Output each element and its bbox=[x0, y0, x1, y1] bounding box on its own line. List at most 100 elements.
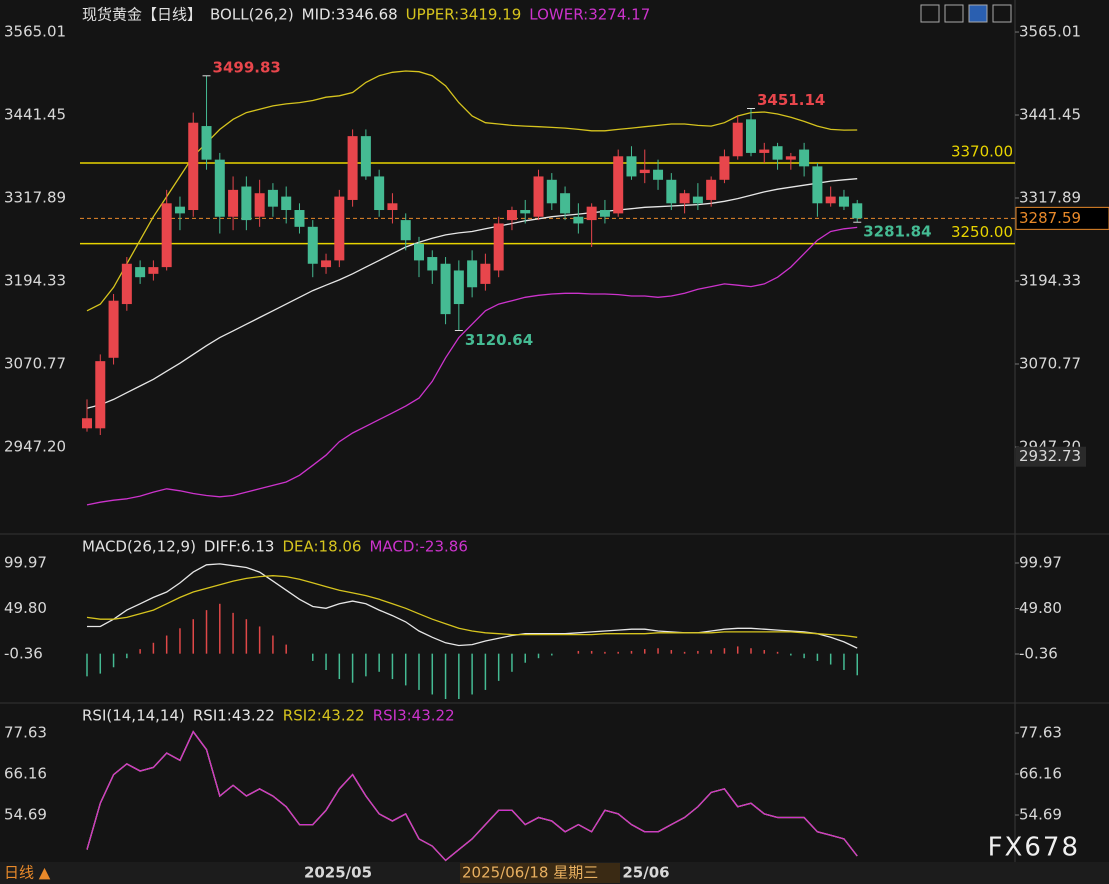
candle-body bbox=[374, 176, 385, 211]
candle-body bbox=[679, 193, 690, 204]
icon[interactable] bbox=[992, 4, 1012, 23]
series-line bbox=[86, 575, 858, 638]
legend-entry: LOWER:3274.17 bbox=[529, 6, 650, 24]
candle-body bbox=[95, 361, 106, 429]
candle-body bbox=[732, 122, 743, 157]
last-price-label: 3287.59 bbox=[1019, 209, 1081, 227]
legend-entry: RSI(14,14,14) bbox=[82, 707, 185, 725]
candle-body bbox=[626, 156, 637, 177]
candle-body bbox=[188, 122, 199, 211]
candle-body bbox=[838, 196, 849, 207]
candle-body bbox=[228, 189, 239, 217]
y-tick-label: 3441.45 bbox=[4, 106, 66, 124]
candle-body bbox=[254, 193, 265, 217]
y-tick-label: 66.16 bbox=[1019, 765, 1062, 783]
legend-entry: DEA:18.06 bbox=[282, 538, 361, 556]
series-line bbox=[86, 226, 858, 506]
candle-body bbox=[772, 146, 783, 160]
icon[interactable] bbox=[944, 4, 964, 23]
y-tick-label: 3194.33 bbox=[1019, 271, 1081, 289]
candle-body bbox=[82, 418, 92, 429]
icon[interactable] bbox=[920, 4, 940, 23]
candle-body bbox=[599, 210, 610, 217]
y-tick-label: 3565.01 bbox=[4, 23, 66, 41]
candle-body bbox=[387, 203, 398, 211]
candle-body bbox=[586, 206, 597, 221]
legend-entry: RSI1:43.22 bbox=[193, 707, 275, 725]
y-tick-label: 3317.89 bbox=[1019, 189, 1081, 207]
candle-body bbox=[719, 156, 730, 180]
candle-body bbox=[613, 156, 624, 214]
candle-body bbox=[825, 196, 836, 204]
candle-body bbox=[852, 203, 863, 219]
candle-body bbox=[414, 243, 424, 261]
candle-body bbox=[493, 223, 504, 271]
x-tick-label: 2025/05 bbox=[304, 864, 372, 882]
candle-body bbox=[214, 159, 225, 217]
candle-body bbox=[639, 169, 650, 174]
cursor-date-box bbox=[460, 863, 620, 883]
toolbar-icons bbox=[920, 4, 1012, 23]
y-tick-label: 54.69 bbox=[1019, 806, 1062, 824]
candle-body bbox=[453, 270, 464, 305]
candle-body bbox=[799, 149, 810, 167]
annotation: 3499.83 bbox=[213, 58, 281, 76]
candle-body bbox=[347, 136, 358, 200]
annotation: 3120.64 bbox=[465, 331, 533, 349]
y-tick-label: 99.97 bbox=[1019, 554, 1062, 572]
candle-body bbox=[161, 203, 172, 268]
candle-body bbox=[400, 220, 411, 241]
hline-label: 3250.00 bbox=[951, 223, 1013, 241]
candle-body bbox=[360, 136, 371, 177]
period-label: 日线 ▲ bbox=[4, 864, 51, 882]
series-line bbox=[86, 70, 858, 312]
legend-entry: UPPER:3419.19 bbox=[406, 6, 522, 24]
hline-label: 3370.00 bbox=[951, 143, 1013, 161]
legend-entry: MID:3346.68 bbox=[302, 6, 398, 24]
candle-body bbox=[174, 206, 185, 214]
icon[interactable] bbox=[968, 4, 988, 23]
candle-body bbox=[294, 210, 305, 227]
candle-body bbox=[812, 166, 823, 204]
series-line bbox=[86, 178, 858, 409]
candle-body bbox=[546, 179, 557, 204]
candle-body bbox=[785, 156, 796, 160]
candle-body bbox=[467, 260, 478, 288]
candle-body bbox=[201, 126, 212, 160]
legend-entry: DIFF:6.13 bbox=[204, 538, 275, 556]
legend-entry: RSI2:43.22 bbox=[283, 707, 365, 725]
candle-body bbox=[533, 176, 544, 217]
y-tick-label: 3070.77 bbox=[4, 354, 66, 372]
legend-entry: 现货黄金【日线】 bbox=[82, 6, 202, 24]
candle-body bbox=[135, 267, 146, 278]
last-price-box bbox=[1015, 206, 1109, 230]
cursor-date: 2025/06/18 星期三 bbox=[462, 864, 598, 882]
annotation: 3451.14 bbox=[757, 91, 825, 109]
candle-body bbox=[281, 196, 292, 211]
y-tick-label: 66.16 bbox=[4, 765, 47, 783]
y-tick-label: 3441.45 bbox=[1019, 106, 1081, 124]
candle-body bbox=[440, 263, 451, 315]
candle-body bbox=[746, 119, 756, 153]
candle-body bbox=[706, 179, 717, 200]
candle-body bbox=[573, 216, 584, 224]
candle-body bbox=[560, 193, 571, 214]
candle-body bbox=[692, 196, 703, 204]
y-tick-label: 49.80 bbox=[1019, 599, 1062, 617]
legend-entry: MACD:-23.86 bbox=[369, 538, 467, 556]
y-tick-label: 49.80 bbox=[4, 599, 47, 617]
x-tick-label: 25/06 bbox=[622, 864, 669, 882]
y-tick-label: 2947.20 bbox=[4, 437, 66, 455]
watermark: FX678 bbox=[988, 833, 1080, 863]
cursor-price-box bbox=[1016, 446, 1086, 467]
y-tick-label: 3070.77 bbox=[1019, 354, 1081, 372]
candle-body bbox=[267, 189, 278, 207]
y-tick-label: 54.69 bbox=[4, 806, 47, 824]
legend-entry: BOLL(26,2) bbox=[210, 6, 294, 24]
annotation: 3281.84 bbox=[863, 223, 931, 241]
y-tick-label: 3317.89 bbox=[4, 189, 66, 207]
candle-body bbox=[759, 149, 770, 153]
